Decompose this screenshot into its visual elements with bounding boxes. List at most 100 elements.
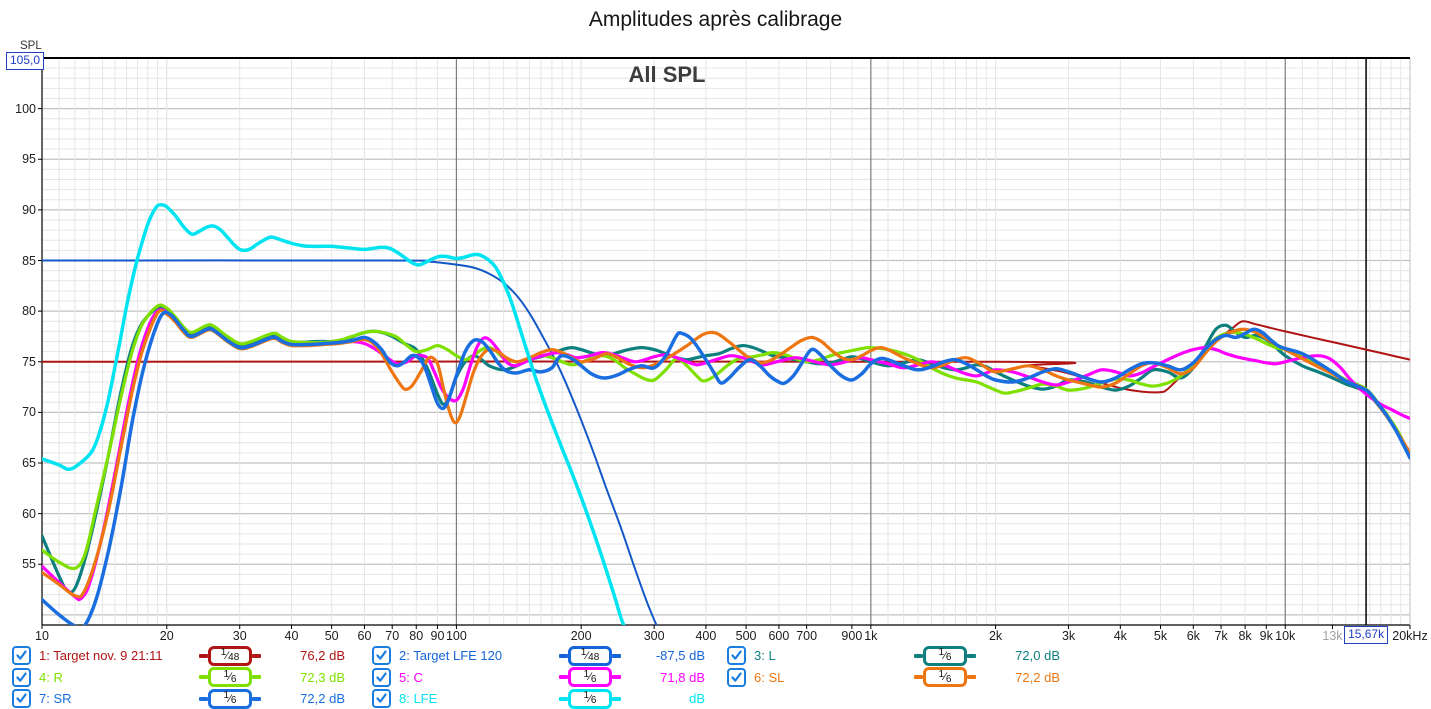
trace-checkbox[interactable] <box>12 667 31 687</box>
smoothing-badge[interactable]: 1 ⁄ 6 <box>191 688 269 709</box>
x-tick-label: 2k <box>988 629 1003 643</box>
x-tick-label: 500 <box>735 629 757 643</box>
x-tick-label: 4k <box>1113 629 1127 643</box>
x-tick-label: 90 <box>430 629 445 643</box>
trace-line-stub <box>199 696 208 701</box>
trace-spl-value: 71,8 dB <box>660 669 705 685</box>
x-tick-label: 7k <box>1214 629 1228 643</box>
trace-spl-value: 76,2 dB <box>300 648 345 663</box>
smoothing-value: 1 ⁄ 48 <box>208 645 252 666</box>
y-tick-label: 75 <box>22 354 36 369</box>
check-icon <box>16 693 27 703</box>
x-tick-label: 700 <box>796 629 818 643</box>
x-tick-label: 3k <box>1061 629 1076 643</box>
chart-title: All SPL <box>628 62 706 87</box>
trace-line-stub <box>252 696 261 701</box>
trace-label[interactable]: 5: C <box>399 669 423 685</box>
smoothing-value: 1 ⁄ 6 <box>568 688 612 709</box>
smoothing-badge[interactable]: 1 ⁄ 6 <box>551 688 629 709</box>
trace-spl-value: dB <box>689 691 705 706</box>
y-axis-title: SPL <box>20 40 42 52</box>
x-tick-label: 13k <box>1322 629 1343 643</box>
trace-checkbox[interactable] <box>372 689 391 708</box>
trace-line-stub <box>967 675 976 679</box>
trace-label[interactable]: 7: SR <box>39 691 72 706</box>
trace-4 <box>42 303 1410 571</box>
trace-label[interactable]: 3: L <box>754 648 776 663</box>
x-tick-label: 80 <box>409 629 424 643</box>
x-tick-label: 200 <box>570 629 592 643</box>
trace-spl-value: 72,3 dB <box>300 669 345 685</box>
x-tick-label: 6k <box>1186 629 1200 643</box>
x-tick-label: 30 <box>232 629 247 643</box>
x-tick-label: 600 <box>768 629 790 643</box>
trace-line-stub <box>252 653 261 658</box>
legend-entry: 1: Target nov. 9 21:11 1 ⁄ 48 76,2 dB <box>12 645 345 666</box>
smoothing-value: 1 ⁄ 48 <box>568 645 612 666</box>
check-icon <box>376 650 387 660</box>
trace-label[interactable]: 2: Target LFE 120 <box>399 648 503 663</box>
smoothing-badge[interactable]: 1 ⁄ 6 <box>191 667 269 687</box>
trace-line-stub <box>914 653 923 658</box>
y-tick-label: 80 <box>22 304 36 319</box>
trace-checkbox[interactable] <box>12 689 31 708</box>
x-tick-label: 40 <box>284 629 299 643</box>
smoothing-value: 1 ⁄ 6 <box>923 667 967 687</box>
cursor-freq-readout: 15,67k <box>1344 626 1389 644</box>
trace-label[interactable]: 6: SL <box>754 669 785 685</box>
y-tick-label: 85 <box>22 253 36 268</box>
y-tick-label: 100 <box>15 101 36 116</box>
trace-spl-value: 72,0 dB <box>1015 648 1060 663</box>
trace-checkbox[interactable] <box>372 667 391 687</box>
trace-line-stub <box>559 675 568 679</box>
legend-entry: 3: L 1 ⁄ 6 72,0 dB <box>727 645 1060 666</box>
trace-label[interactable]: 1: Target nov. 9 21:11 <box>39 648 163 663</box>
smoothing-badge[interactable]: 1 ⁄ 48 <box>191 645 269 666</box>
trace-checkbox[interactable] <box>12 646 31 665</box>
y-tick-label: 55 <box>22 557 36 572</box>
legend-entry: 5: C 1 ⁄ 6 71,8 dB <box>372 667 705 687</box>
check-icon <box>376 693 387 703</box>
x-tick-label: 900 <box>841 629 863 643</box>
trace-checkbox[interactable] <box>727 646 746 665</box>
trace-label[interactable]: 4: R <box>39 669 63 685</box>
trace-line-stub <box>914 675 923 679</box>
legend-entry: 6: SL 1 ⁄ 6 72,2 dB <box>727 667 1060 687</box>
trace-1 <box>42 320 1410 394</box>
x-tick-label: 8k <box>1238 629 1252 643</box>
y-tick-label: 70 <box>22 405 36 420</box>
x-tick-label: 9k <box>1259 629 1273 643</box>
x-tick-label: 10 <box>35 629 49 643</box>
smoothing-badge[interactable]: 1 ⁄ 6 <box>906 667 984 687</box>
y-tick-label: 90 <box>22 202 36 217</box>
check-icon <box>16 650 27 660</box>
x-tick-label: 400 <box>695 629 717 643</box>
trace-7 <box>42 310 1410 625</box>
smoothing-value: 1 ⁄ 6 <box>208 667 252 687</box>
x-tick-label: 5k <box>1153 629 1168 643</box>
smoothing-badge[interactable]: 1 ⁄ 6 <box>551 667 629 687</box>
trace-checkbox[interactable] <box>372 646 391 665</box>
trace-label[interactable]: 8: LFE <box>399 691 438 706</box>
check-icon <box>376 672 387 682</box>
smoothing-value: 1 ⁄ 6 <box>208 688 252 709</box>
legend-entry: 7: SR 1 ⁄ 6 72,2 dB <box>12 688 345 709</box>
smoothing-value: 1 ⁄ 6 <box>923 645 967 666</box>
smoothing-badge[interactable]: 1 ⁄ 6 <box>906 645 984 666</box>
trace-spl-value: 72,2 dB <box>300 691 345 706</box>
smoothing-value: 1 ⁄ 6 <box>568 667 612 687</box>
trace-checkbox[interactable] <box>727 667 746 687</box>
trace-line-stub <box>199 653 208 658</box>
smoothing-badge[interactable]: 1 ⁄ 48 <box>551 645 629 666</box>
trace-spl-value: -87,5 dB <box>655 648 705 663</box>
y-tick-label: 60 <box>22 506 36 521</box>
trace-line-stub <box>252 675 261 679</box>
y-tick-label: 65 <box>22 456 36 470</box>
y-tick-label: 95 <box>22 152 36 167</box>
cursor-spl-readout: 105,0 <box>6 52 45 70</box>
check-icon <box>16 672 27 682</box>
legend-entry: 4: R 1 ⁄ 6 72,3 dB <box>12 667 345 687</box>
x-tick-label: 20 <box>159 629 174 643</box>
